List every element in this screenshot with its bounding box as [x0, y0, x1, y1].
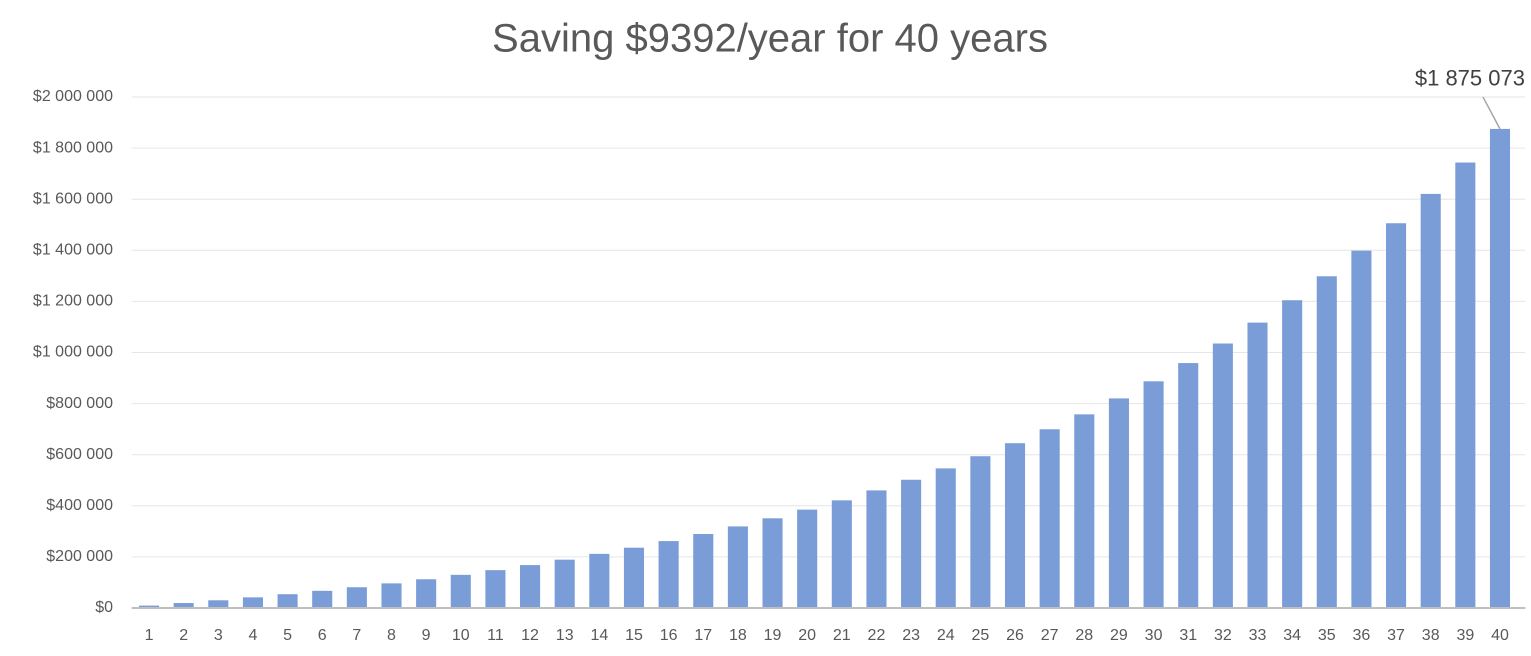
x-tick-label: 15	[625, 627, 643, 644]
x-tick-label: 9	[422, 627, 431, 644]
y-tick-label: $1 800 000	[33, 139, 113, 156]
bar	[520, 565, 541, 608]
y-tick-label: $1 400 000	[33, 242, 113, 259]
y-tick-label: $200 000	[46, 548, 113, 565]
bar	[416, 579, 437, 608]
bar	[346, 587, 367, 608]
x-tick-label: 17	[694, 627, 712, 644]
bar	[970, 456, 991, 608]
x-tick-label: 6	[318, 627, 327, 644]
bar	[381, 583, 402, 608]
bar	[589, 553, 610, 608]
bar	[173, 603, 194, 608]
bar	[1316, 276, 1337, 608]
x-tick-label: 28	[1075, 627, 1093, 644]
x-tick-label: 1	[145, 627, 154, 644]
x-tick-label: 7	[352, 627, 361, 644]
bar	[1489, 128, 1511, 608]
bar	[485, 570, 506, 608]
y-tick-label: $800 000	[46, 395, 113, 412]
bar	[1351, 250, 1372, 608]
bar	[866, 490, 887, 608]
leader-line	[1482, 96, 1501, 130]
bar	[762, 518, 783, 608]
x-tick-label: 39	[1456, 627, 1474, 644]
bar	[1247, 322, 1268, 608]
y-tick-label: $600 000	[46, 446, 113, 463]
bar	[1039, 429, 1060, 608]
x-tick-label: 20	[798, 627, 816, 644]
bar	[1455, 162, 1476, 609]
bar	[1282, 300, 1303, 608]
x-tick-label: 40	[1491, 627, 1509, 644]
x-tick-label: 2	[179, 627, 188, 644]
bar	[1420, 193, 1441, 608]
x-tick-label: 22	[868, 627, 886, 644]
x-tick-label: 18	[729, 627, 747, 644]
x-tick-label: 3	[214, 627, 223, 644]
x-tick-label: 16	[660, 627, 678, 644]
x-tick-label: 27	[1041, 627, 1059, 644]
x-tick-label: 11	[487, 627, 504, 644]
y-tick-label: $0	[95, 599, 113, 616]
bar	[1108, 398, 1129, 608]
chart-title: Saving $9392/year for 40 years	[492, 17, 1048, 61]
value-label: $1 875 073	[1415, 66, 1525, 91]
bar	[138, 605, 160, 608]
x-tick-label: 19	[764, 627, 782, 644]
bar	[935, 468, 956, 608]
x-tick-label: 30	[1145, 627, 1163, 644]
y-tick-label: $2 000 000	[33, 88, 113, 105]
bar	[1212, 343, 1233, 608]
bar	[831, 500, 852, 608]
x-tick-label: 14	[590, 627, 608, 644]
bar	[208, 600, 229, 608]
bar	[450, 574, 471, 608]
x-tick-label: 8	[387, 627, 396, 644]
y-tick-label: $1 000 000	[33, 344, 113, 361]
x-tick-label: 12	[521, 627, 539, 644]
bar	[1074, 414, 1095, 608]
x-tick-label: 23	[902, 627, 920, 644]
y-tick-label: $1 200 000	[33, 293, 113, 310]
x-tick-label: 5	[283, 627, 292, 644]
x-tick-label: 4	[248, 627, 257, 644]
x-tick-label: 38	[1422, 627, 1440, 644]
x-tick-label: 24	[937, 627, 955, 644]
x-tick-label: 36	[1353, 627, 1371, 644]
bar	[727, 526, 748, 608]
x-tick-label: 21	[833, 627, 851, 644]
y-tick-label: $400 000	[46, 497, 113, 514]
bar	[1143, 381, 1164, 608]
x-tick-label: 34	[1283, 627, 1301, 644]
bar	[623, 547, 645, 608]
bar	[277, 594, 298, 608]
bar	[901, 479, 922, 608]
bar	[1178, 363, 1199, 608]
x-tick-label: 29	[1110, 627, 1128, 644]
x-tick-label: 33	[1249, 627, 1267, 644]
x-tick-label: 31	[1179, 627, 1197, 644]
y-tick-label: $1 600 000	[33, 190, 113, 207]
bar	[797, 509, 818, 608]
bar	[554, 559, 575, 608]
x-tick-label: 37	[1387, 627, 1405, 644]
bar	[658, 541, 679, 608]
x-tick-label: 32	[1214, 627, 1232, 644]
x-tick-label: 26	[1006, 627, 1024, 644]
bar	[693, 533, 714, 608]
x-tick-label: 25	[971, 627, 989, 644]
x-tick-label: 10	[452, 627, 470, 644]
bar	[242, 597, 263, 608]
bar	[1386, 223, 1407, 608]
x-tick-label: 13	[556, 627, 574, 644]
bar	[1004, 443, 1026, 608]
bar	[312, 590, 333, 608]
x-tick-label: 35	[1318, 627, 1336, 644]
